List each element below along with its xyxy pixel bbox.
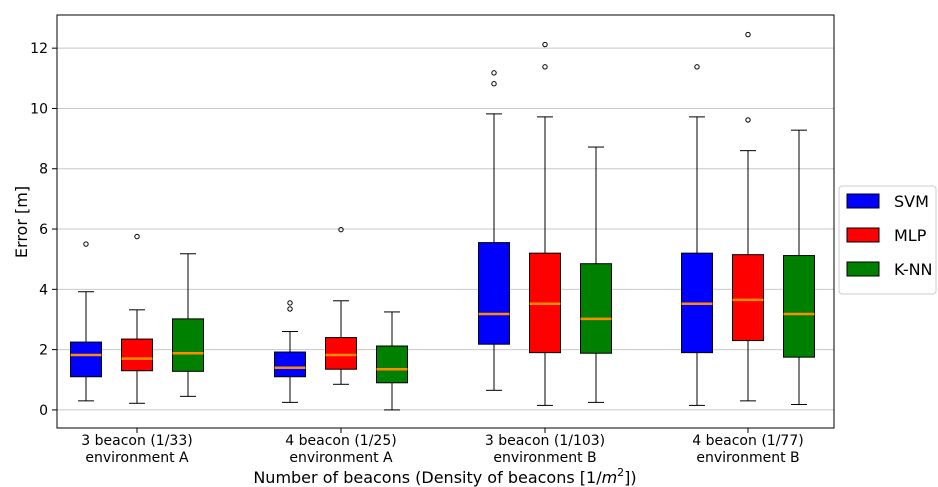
box-svm-3 (478, 70, 510, 391)
outlier-point (338, 226, 344, 233)
outlier-point (745, 117, 751, 123)
x-axis-title-suffix: ]) (624, 468, 636, 487)
box-k-nn-2 (376, 311, 408, 411)
y-tick-label: 6 (39, 222, 48, 238)
y-tick-label: 10 (30, 101, 48, 117)
box-svm-4 (681, 64, 713, 406)
outlier-point (694, 64, 700, 70)
y-tick-label: 0 (39, 403, 48, 419)
box-iqr (580, 263, 612, 354)
legend: SVM MLP K-NN (838, 185, 937, 295)
box-iqr (783, 255, 815, 358)
box-iqr (732, 254, 764, 342)
y-tick-label: 4 (39, 282, 48, 298)
outlier-point (491, 81, 497, 87)
legend-label-svm: SVM (894, 192, 929, 211)
x-tick-label-line2: environment B (696, 450, 799, 466)
outlier-point (745, 31, 751, 38)
outlier-point (542, 64, 548, 70)
legend-swatch-k-nn (846, 261, 880, 277)
box-mlp-2 (325, 226, 357, 385)
y-axis: 0 2 4 6 8 10 12 (30, 41, 57, 419)
box-series (70, 31, 815, 411)
legend-swatch-svm (846, 193, 880, 209)
box-iqr (70, 341, 102, 378)
x-tick-label-line1: 3 beacon (1/33) (81, 433, 192, 449)
x-axis: 3 beacon (1/33)environment A4 beacon (1/… (81, 428, 804, 466)
box-mlp-1 (121, 233, 153, 404)
box-iqr (376, 345, 408, 384)
legend-swatch-mlp (846, 227, 880, 243)
outlier-point (542, 41, 548, 48)
x-axis-title-sup: 2 (617, 466, 624, 479)
box-svm-1 (70, 241, 102, 402)
outlier-point (134, 233, 140, 240)
x-tick-label-line1: 4 beacon (1/25) (285, 433, 396, 449)
box-k-nn-4 (783, 129, 815, 405)
legend-label-k-nn: K-NN (894, 260, 933, 279)
plot-frame (56, 14, 835, 429)
legend-label-mlp: MLP (894, 226, 927, 245)
x-axis-title-prefix: Number of beacons (Density of beacons [1… (253, 468, 602, 487)
x-axis-title-var: m (602, 468, 618, 487)
box-iqr (325, 337, 357, 370)
box-k-nn-3 (580, 146, 612, 403)
box-iqr (478, 242, 510, 345)
outlier-point (287, 300, 293, 306)
y-tick-label: 12 (30, 41, 48, 57)
outlier-point (491, 70, 497, 76)
outlier-point (287, 306, 293, 312)
x-tick-label-line2: environment B (493, 450, 596, 466)
box-k-nn-1 (172, 253, 204, 397)
box-mlp-3 (529, 41, 561, 406)
box-iqr (274, 351, 306, 378)
x-tick-label-line1: 3 beacon (1/103) (485, 433, 605, 449)
x-tick-label-line1: 4 beacon (1/77) (692, 433, 803, 449)
x-axis-title: Number of beacons (Density of beacons [1… (253, 466, 636, 487)
y-axis-title: Error [m] (12, 186, 31, 258)
box-iqr (172, 318, 204, 372)
box-iqr (121, 338, 153, 372)
box-mlp-4 (732, 31, 764, 402)
x-tick-label-line2: environment A (85, 450, 189, 466)
box-svm-2 (274, 300, 306, 403)
outlier-point (83, 241, 89, 247)
y-tick-label: 8 (39, 162, 48, 178)
x-tick-label-line2: environment A (289, 450, 393, 466)
y-tick-label: 2 (39, 343, 48, 359)
